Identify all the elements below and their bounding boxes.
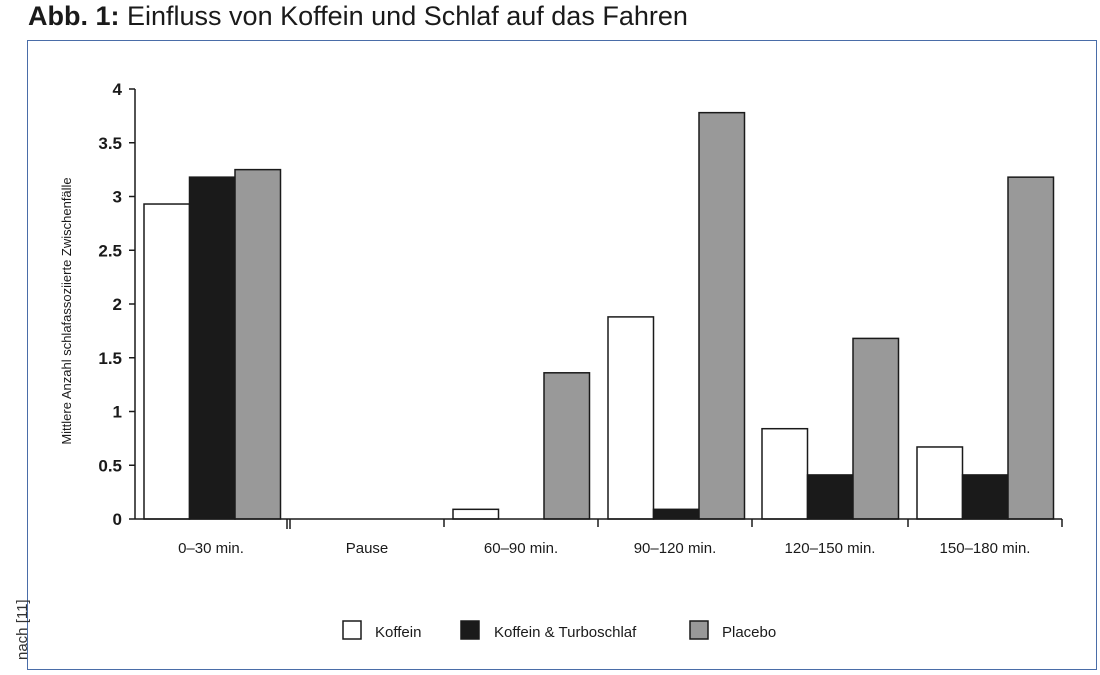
legend-swatch — [460, 620, 480, 640]
figure-title: Abb. 1: Einfluss von Koffein und Schlaf … — [28, 0, 688, 32]
y-tick-label: 3 — [113, 188, 122, 207]
x-category-label: 90–120 min. — [634, 540, 717, 557]
turboschlaf-bar — [652, 508, 700, 520]
koffein-bar — [607, 316, 655, 520]
koffein-bar — [916, 446, 964, 520]
legend-swatch — [342, 620, 362, 640]
legend-label: Koffein & Turboschlaf — [494, 624, 637, 641]
figure-title-text: Einfluss von Koffein und Schlaf auf das … — [127, 1, 688, 31]
y-axis-title: Mittlere Anzahl schlafassoziierte Zwisch… — [59, 177, 74, 444]
y-tick-label: 2 — [113, 295, 122, 314]
y-tick-label: 2.5 — [98, 241, 122, 260]
y-tick-label: 1 — [113, 403, 122, 422]
x-category-label: 150–180 min. — [940, 540, 1031, 557]
placebo-bar — [698, 111, 746, 520]
koffein-bar — [143, 203, 191, 520]
placebo-bar — [234, 168, 282, 520]
turboschlaf-bar — [961, 474, 1009, 520]
placebo-bar — [852, 337, 900, 520]
y-tick-label: 0 — [113, 510, 122, 529]
figure-frame — [27, 40, 1097, 670]
legend-swatch — [689, 620, 709, 640]
x-category-label: Pause — [346, 540, 389, 557]
figure-label: Abb. 1: — [28, 1, 120, 31]
x-category-label: 120–150 min. — [785, 540, 876, 557]
x-category-label: 60–90 min. — [484, 540, 558, 557]
legend-label: Placebo — [722, 624, 776, 641]
turboschlaf-bar — [806, 474, 854, 520]
turboschlaf-bar — [188, 176, 236, 520]
y-tick-label: 1.5 — [98, 349, 122, 368]
y-tick-label: 4 — [113, 80, 123, 99]
legend-label: Koffein — [375, 624, 421, 641]
koffein-bar — [452, 508, 500, 520]
placebo-bar — [1007, 176, 1055, 520]
placebo-bar — [543, 372, 591, 520]
y-tick-label: 3.5 — [98, 134, 122, 153]
y-tick-label: 0.5 — [98, 456, 122, 475]
x-category-label: 0–30 min. — [178, 540, 244, 557]
koffein-bar — [761, 427, 809, 520]
